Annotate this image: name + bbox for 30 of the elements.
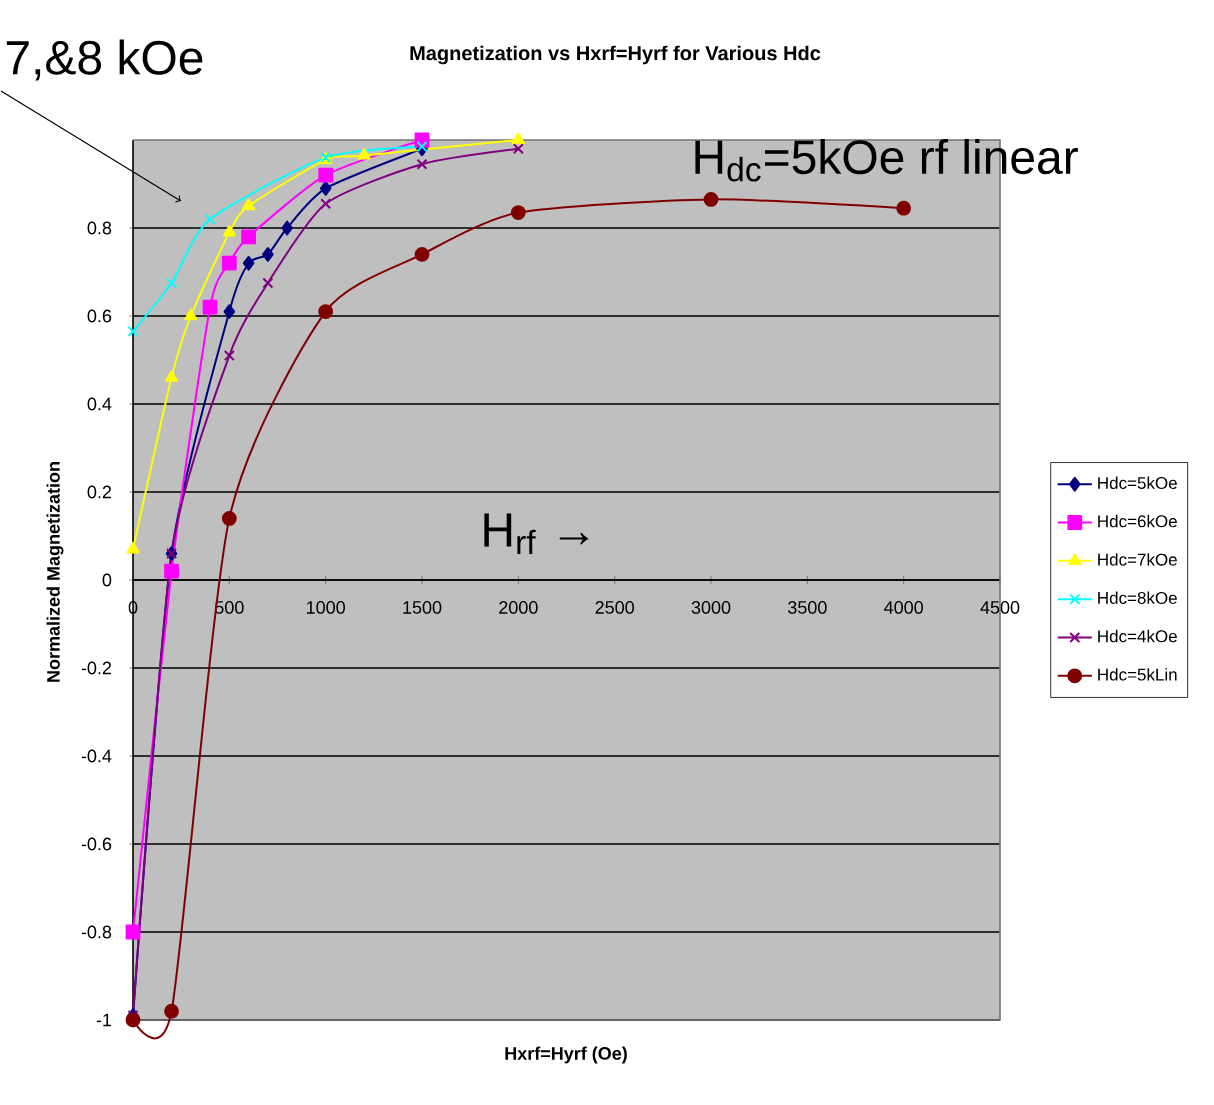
x-tick-label: 2000 (499, 601, 538, 614)
annotation: H$_{rf}$ → (484, 513, 589, 555)
legend-label: Hdc=7kOe (1098, 553, 1177, 566)
x-tick-label: 2500 (595, 601, 634, 614)
legend-label: Hdc=6kOe (1098, 514, 1177, 528)
y-tick-label: 0 (102, 573, 112, 587)
legend-label: Hdc=5kOe (1098, 476, 1177, 490)
y-tick-label: -0.2 (81, 661, 112, 675)
y-tick-label: 0.4 (87, 397, 112, 411)
text: 7,&8 kOe (6, 39, 203, 81)
legend-label: Hdc=5kLin (1098, 668, 1177, 681)
y-tick-label: -0.6 (81, 837, 112, 851)
y-tick-label: -0.8 (81, 925, 112, 939)
annotation: H$_{dc}$=5kOe rf linear (695, 138, 1078, 182)
x-tick-label: 3500 (788, 601, 827, 614)
x-tick-label: 4500 (980, 601, 1020, 614)
x-axis-title: Hxrf=Hyrf (Oe) (505, 1046, 627, 1064)
y-axis-title: Normalized Magnetization (46, 462, 64, 682)
chart-title: Magnetization vs Hxrf=Hyrf for Various Hdc (410, 45, 821, 65)
y-tick-label: -1 (96, 1013, 112, 1027)
x-tick-label: 3000 (691, 601, 731, 614)
y-tick-label: -0.4 (81, 749, 112, 763)
x-tick-label: 4000 (884, 601, 923, 614)
y-tick-label: 0.6 (87, 309, 112, 323)
y-tick-label: 0.2 (87, 485, 112, 499)
y-tick-label: 0.8 (87, 221, 112, 235)
x-tick-label: 1000 (307, 601, 345, 614)
legend-label: Hdc=4kOe (1098, 629, 1177, 643)
x-tick-label: 1500 (403, 601, 442, 614)
legend-label: Hdc=8kOe (1098, 591, 1177, 604)
